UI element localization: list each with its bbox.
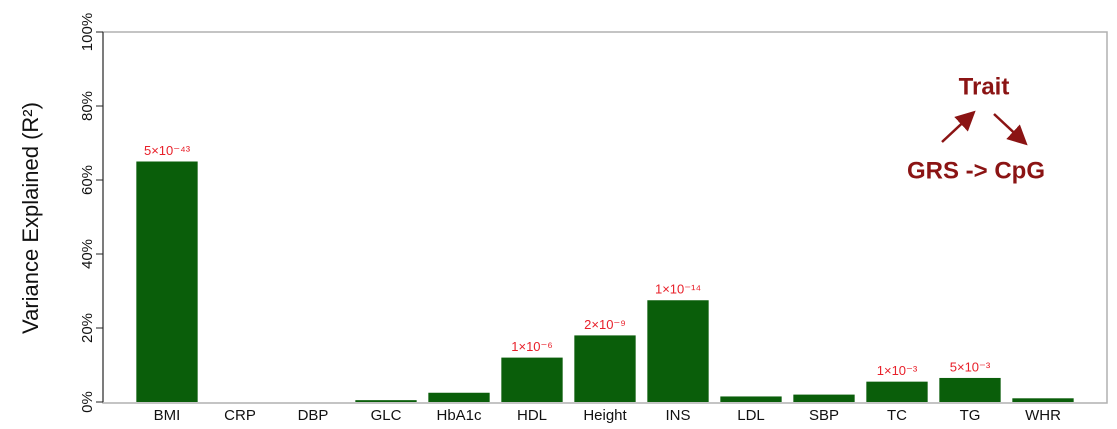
x-tick-label: HbA1c bbox=[436, 407, 482, 424]
y-tick-label: 40% bbox=[79, 239, 96, 269]
x-tick-label: CRP bbox=[224, 407, 256, 424]
bar bbox=[136, 161, 198, 402]
x-tick-label: HDL bbox=[517, 407, 547, 424]
diagram-arrow bbox=[993, 113, 1028, 146]
bar bbox=[501, 357, 563, 402]
x-tick-label: TG bbox=[960, 407, 981, 424]
bar bbox=[355, 400, 417, 402]
x-tick-label: WHR bbox=[1025, 407, 1061, 424]
x-tick-label: SBP bbox=[809, 407, 839, 424]
x-tick-label: TC bbox=[887, 407, 907, 424]
p-value-label: 5×10⁻⁴³ bbox=[144, 143, 191, 158]
x-tick-label: BMI bbox=[154, 407, 181, 424]
bar bbox=[1012, 398, 1074, 402]
bar bbox=[647, 300, 709, 402]
x-tick-label: DBP bbox=[298, 407, 329, 424]
x-tick-label: GLC bbox=[371, 407, 402, 424]
y-axis-title: Variance Explained (R²) bbox=[18, 102, 43, 334]
x-tick-label: Height bbox=[583, 407, 627, 424]
bar bbox=[939, 377, 1001, 402]
y-tick-label: 60% bbox=[79, 165, 96, 195]
bar bbox=[574, 335, 636, 402]
p-value-label: 5×10⁻³ bbox=[950, 359, 991, 374]
y-tick-label: 20% bbox=[79, 313, 96, 343]
p-value-label: 2×10⁻⁹ bbox=[584, 317, 626, 332]
diagram-trait: Trait bbox=[959, 73, 1010, 100]
bar bbox=[720, 396, 782, 402]
p-value-label: 1×10⁻⁶ bbox=[511, 339, 553, 354]
y-tick-label: 80% bbox=[79, 91, 96, 121]
diagram-arrow bbox=[941, 110, 976, 143]
x-tick-label: INS bbox=[665, 407, 690, 424]
diagram-grs-cpg: GRS -> CpG bbox=[907, 157, 1045, 184]
p-value-label: 1×10⁻³ bbox=[877, 363, 918, 378]
y-tick-label: 0% bbox=[79, 391, 96, 413]
bar bbox=[866, 381, 928, 402]
bar bbox=[428, 392, 490, 402]
bar bbox=[793, 394, 855, 402]
y-tick-label: 100% bbox=[79, 13, 96, 51]
p-value-label: 1×10⁻¹⁴ bbox=[655, 282, 701, 297]
x-tick-label: LDL bbox=[737, 407, 765, 424]
